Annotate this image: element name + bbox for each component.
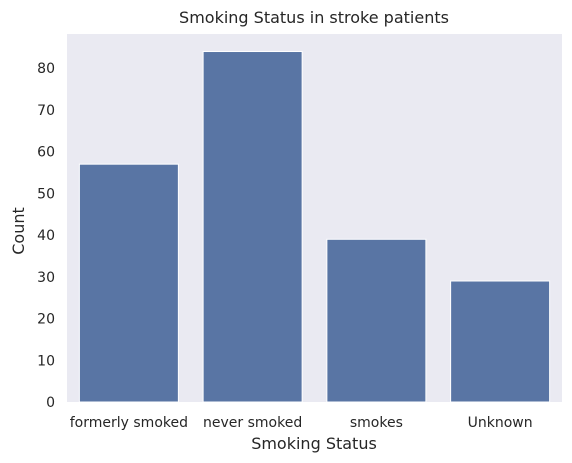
y-tick-label: 30: [37, 270, 55, 286]
x-axis-label: Smoking Status: [251, 434, 377, 453]
x-tick-label: Unknown: [468, 415, 533, 431]
bar-formerly-smoked: [78, 163, 179, 403]
y-tick-label: 80: [37, 61, 55, 77]
y-tick-label: 10: [37, 353, 55, 369]
y-tick-label: 70: [37, 103, 55, 119]
bar-smokes: [326, 238, 427, 403]
x-tick-label: never smoked: [203, 415, 302, 431]
y-tick-label: 0: [46, 395, 55, 411]
y-axis-label: Count: [9, 207, 28, 255]
bar-unknown: [450, 280, 551, 403]
bar-never-smoked: [202, 51, 303, 403]
x-tick-labels: formerly smoked never smoked smokes Unknown: [70, 415, 533, 431]
y-tick-label: 40: [37, 228, 55, 244]
chart-title: Smoking Status in stroke patients: [179, 8, 449, 27]
y-tick-labels: 0 10 20 30 40 50 60 70 80: [37, 61, 55, 411]
y-tick-label: 20: [37, 312, 55, 328]
y-tick-label: 50: [37, 186, 55, 202]
bars-group: [78, 51, 551, 403]
y-tick-label: 60: [37, 145, 55, 161]
x-tick-label: formerly smoked: [70, 415, 188, 431]
x-tick-label: smokes: [350, 415, 403, 431]
